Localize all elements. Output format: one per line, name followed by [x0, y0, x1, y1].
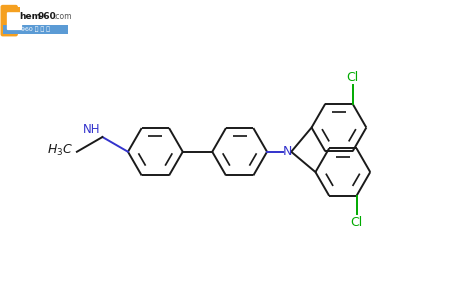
Text: 960 化 工 网: 960 化 工 网: [21, 27, 50, 33]
Text: Cl: Cl: [350, 216, 363, 229]
FancyBboxPatch shape: [7, 12, 22, 30]
Text: $H_3C$: $H_3C$: [46, 143, 73, 158]
Text: .com: .com: [53, 12, 71, 21]
FancyBboxPatch shape: [0, 5, 18, 36]
Bar: [3, 25, 68, 34]
Text: NH: NH: [83, 123, 101, 136]
Text: 960: 960: [38, 12, 57, 21]
Text: Cl: Cl: [346, 71, 359, 84]
Text: N: N: [283, 145, 292, 158]
Bar: [7, 7, 20, 34]
Text: hem: hem: [19, 12, 42, 21]
